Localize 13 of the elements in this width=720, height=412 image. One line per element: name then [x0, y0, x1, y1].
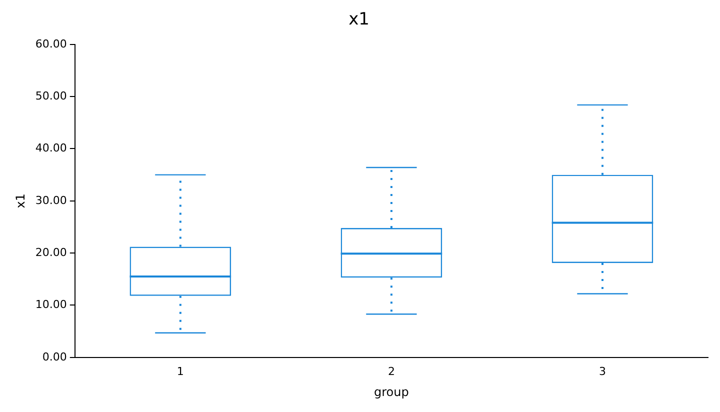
- x-tick-label: 3: [598, 364, 606, 378]
- chart-title: x1: [348, 10, 370, 30]
- y-tick-label: 30.00: [35, 194, 67, 207]
- x-axis-title: group: [374, 384, 409, 399]
- x-tick-label: 2: [388, 364, 395, 378]
- y-tick-label: 0.00: [42, 350, 67, 364]
- y-tick-label: 60.00: [35, 37, 67, 50]
- y-tick-label: 20.00: [35, 246, 67, 259]
- y-tick-label: 50.00: [35, 89, 67, 102]
- x-tick-label: 1: [176, 364, 184, 378]
- y-axis-title: x1: [13, 194, 28, 208]
- y-tick-label: 40.00: [35, 142, 67, 155]
- y-tick-label: 10.00: [35, 298, 67, 312]
